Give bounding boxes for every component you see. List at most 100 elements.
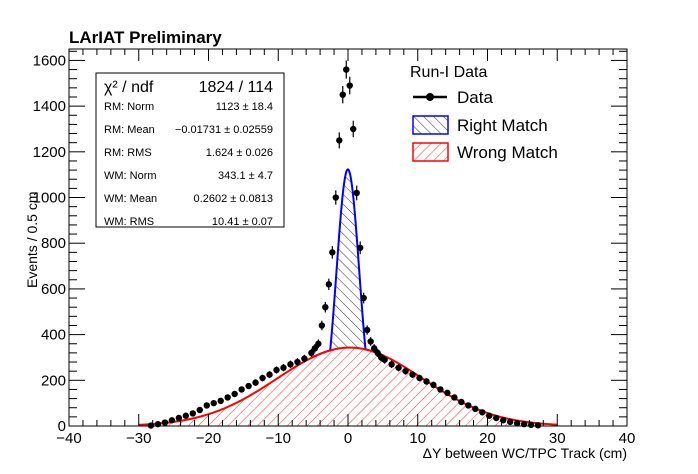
x-tick-label: −20 <box>196 430 221 447</box>
data-point <box>346 76 353 95</box>
y-axis-title: Events / 0.5 cm <box>24 192 40 288</box>
stats-row-name: WM: RMS <box>104 216 154 228</box>
data-point-marker <box>472 405 479 413</box>
data-point-marker <box>479 409 486 416</box>
data-point <box>409 371 416 379</box>
right-match-fill <box>311 169 385 358</box>
stats-chi2-label: χ² / ndf <box>104 79 154 96</box>
data-point-marker <box>203 402 210 409</box>
legend-entry-data: Data <box>413 88 493 107</box>
data-point <box>224 394 231 401</box>
data-point-marker <box>332 194 339 201</box>
y-tick-label: 400 <box>41 327 66 344</box>
stats-row-value: 1123 ± 18.4 <box>216 101 273 113</box>
stats-row-value: −0.01731 ± 0.02559 <box>175 124 273 136</box>
data-point-marker <box>168 417 176 424</box>
legend-header: Run-I Data <box>410 64 487 81</box>
data-point-marker <box>395 364 402 371</box>
data-point <box>381 355 388 364</box>
data-point <box>357 241 364 255</box>
data-point-marker <box>175 414 183 422</box>
data-point <box>444 389 451 397</box>
data-point <box>374 348 381 357</box>
data-point-marker <box>231 390 238 398</box>
data-point-marker <box>182 412 190 419</box>
data-point <box>451 394 458 401</box>
y-tick-label: 600 <box>41 281 66 298</box>
x-axis-title: ΔY between WC/TPC Track (cm) <box>423 445 627 461</box>
data-point-marker <box>287 361 294 368</box>
data-point <box>273 366 280 374</box>
x-tick-label: 0 <box>344 430 352 447</box>
data-point-marker <box>339 91 346 98</box>
data-point-marker <box>458 398 465 406</box>
data-point <box>280 364 287 372</box>
data-point-marker <box>506 418 514 426</box>
data-point <box>534 422 542 429</box>
data-point <box>311 344 319 353</box>
y-tick-label: 1200 <box>33 144 66 161</box>
data-point-marker <box>217 397 224 405</box>
wrong-match-fill <box>138 347 558 426</box>
stats-row-value: 343.1 ± 4.7 <box>218 170 273 182</box>
y-tick-label: 1600 <box>33 52 66 69</box>
data-point-marker <box>238 386 245 393</box>
legend-entry-right-match: Right Match <box>412 115 548 135</box>
data-point <box>245 382 252 390</box>
data-point-marker <box>367 338 374 345</box>
chart-title: LArIAT Preliminary <box>69 28 222 47</box>
data-point <box>315 339 322 349</box>
data-point-marker <box>493 414 500 422</box>
data-point <box>360 292 367 304</box>
data-point-marker <box>423 378 430 385</box>
data-point <box>259 374 266 382</box>
data-point <box>506 418 514 426</box>
data-point-marker <box>374 349 381 357</box>
legend-label-right-match: Right Match <box>457 116 548 135</box>
data-point-marker <box>322 303 329 311</box>
stats-row-name: RM: RMS <box>104 147 152 159</box>
data-point-marker <box>381 356 388 363</box>
data-point <box>370 344 378 353</box>
data-point <box>402 367 409 375</box>
x-axis-ticks: −40 −30 −20 −10 0 10 20 30 40 <box>56 49 635 447</box>
legend-label-wrong-match: Wrong Match <box>457 143 558 162</box>
stats-row-value: 1.624 ± 0.026 <box>206 147 273 159</box>
fit-stats-box: χ² / ndf 1824 / 114 RM: Norm 1123 ± 18.4 R… <box>95 72 285 228</box>
data-point-marker <box>294 358 301 366</box>
data-point-marker <box>370 345 378 352</box>
data-point-marker <box>402 367 409 375</box>
data-point-marker <box>301 355 308 362</box>
y-tick-label: 800 <box>41 235 66 252</box>
data-point-marker <box>266 371 273 378</box>
stats-row-value: 0.2602 ± 0.0813 <box>194 193 273 205</box>
data-point <box>423 378 430 385</box>
data-point <box>465 402 472 409</box>
data-point-marker <box>318 322 326 329</box>
data-point-marker <box>224 394 231 401</box>
data-point <box>294 358 301 366</box>
x-tick-label: 10 <box>409 430 426 447</box>
data-point <box>203 402 210 409</box>
data-point-marker <box>444 389 451 397</box>
data-point-marker <box>534 422 542 429</box>
data-point <box>332 190 339 205</box>
data-point-marker <box>437 386 444 393</box>
x-tick-label: 30 <box>549 430 566 447</box>
data-point-marker <box>360 294 367 302</box>
data-point <box>301 354 308 363</box>
stats-row-name: RM: Norm <box>104 101 154 113</box>
data-point-marker <box>357 244 364 251</box>
data-point-marker <box>273 366 280 374</box>
data-point <box>252 379 259 386</box>
data-point <box>182 412 190 419</box>
data-point <box>189 410 197 417</box>
data-point <box>329 246 336 259</box>
data-point <box>318 320 326 331</box>
legend-entry-wrong-match: Wrong Match <box>412 142 558 162</box>
stats-row-value: 10.41 ± 0.07 <box>212 216 273 228</box>
data-point <box>388 360 395 369</box>
data-point-marker <box>346 82 353 89</box>
data-point <box>231 390 238 398</box>
